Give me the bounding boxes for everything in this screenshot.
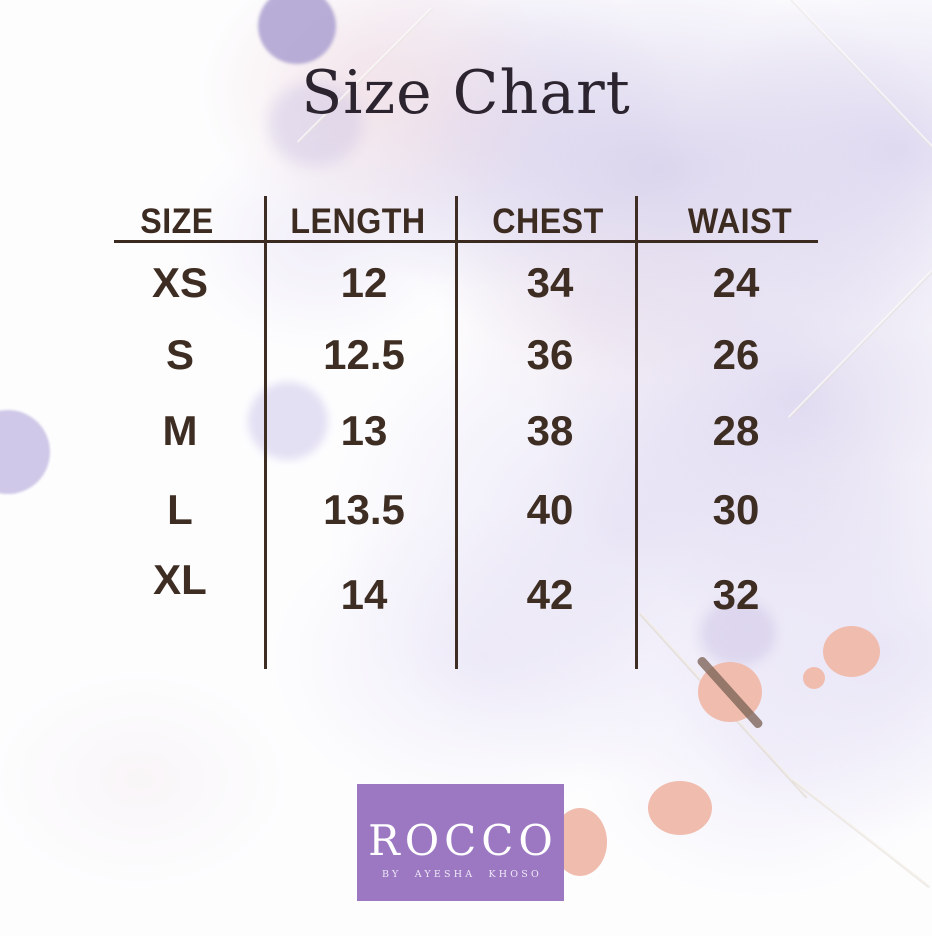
column-header-label: SIZE <box>140 202 214 241</box>
pink-dot <box>648 781 712 835</box>
column-header-chest: CHEST <box>487 202 608 242</box>
page-title: Size Chart <box>301 58 631 128</box>
brand-logo: ROCCO BY AYESHA KHOSO <box>357 784 564 901</box>
brand-byline: BY AYESHA KHOSO <box>382 868 542 880</box>
table-cell-size: S <box>165 331 195 378</box>
column-header-size: SIZE <box>137 202 217 242</box>
column-header-length: LENGTH <box>285 202 432 242</box>
column-header-label: WAIST <box>687 202 793 241</box>
table-cell-length: 13.5 <box>323 486 405 533</box>
pink-dot <box>803 667 825 689</box>
table-cell-length: 13 <box>340 407 388 454</box>
header-underline <box>114 240 818 243</box>
brand-name: ROCCO <box>368 815 558 865</box>
watercolor-patch <box>700 600 776 666</box>
faint-lavender-dot <box>248 382 328 460</box>
table-cell-size: L <box>167 486 193 533</box>
column-divider <box>635 196 638 669</box>
table-cell-waist: 24 <box>712 259 760 306</box>
table-cell-size: XS <box>151 259 209 306</box>
table-cell-size: M <box>162 407 198 454</box>
table-cell-waist: 30 <box>712 486 760 533</box>
table-cell-waist: 26 <box>712 331 760 378</box>
table-cell-length: 14 <box>340 571 388 618</box>
pink-dot <box>823 626 880 677</box>
table-cell-chest: 42 <box>526 571 574 618</box>
table-cell-length: 12 <box>340 259 388 306</box>
table-cell-waist: 28 <box>712 407 760 454</box>
table-cell-size: XL <box>153 556 207 603</box>
column-divider <box>455 196 458 669</box>
column-divider <box>264 196 267 669</box>
column-header-label: CHEST <box>492 202 604 241</box>
table-cell-waist: 32 <box>712 571 760 618</box>
table-cell-chest: 34 <box>526 259 574 306</box>
table-cell-length: 12.5 <box>323 331 405 378</box>
table-cell-chest: 36 <box>526 331 574 378</box>
purple-dot-decoration <box>258 0 336 64</box>
table-cell-chest: 38 <box>526 407 574 454</box>
table-cell-chest: 40 <box>526 486 574 533</box>
column-header-label: LENGTH <box>290 202 426 241</box>
column-header-waist: WAIST <box>683 202 796 242</box>
